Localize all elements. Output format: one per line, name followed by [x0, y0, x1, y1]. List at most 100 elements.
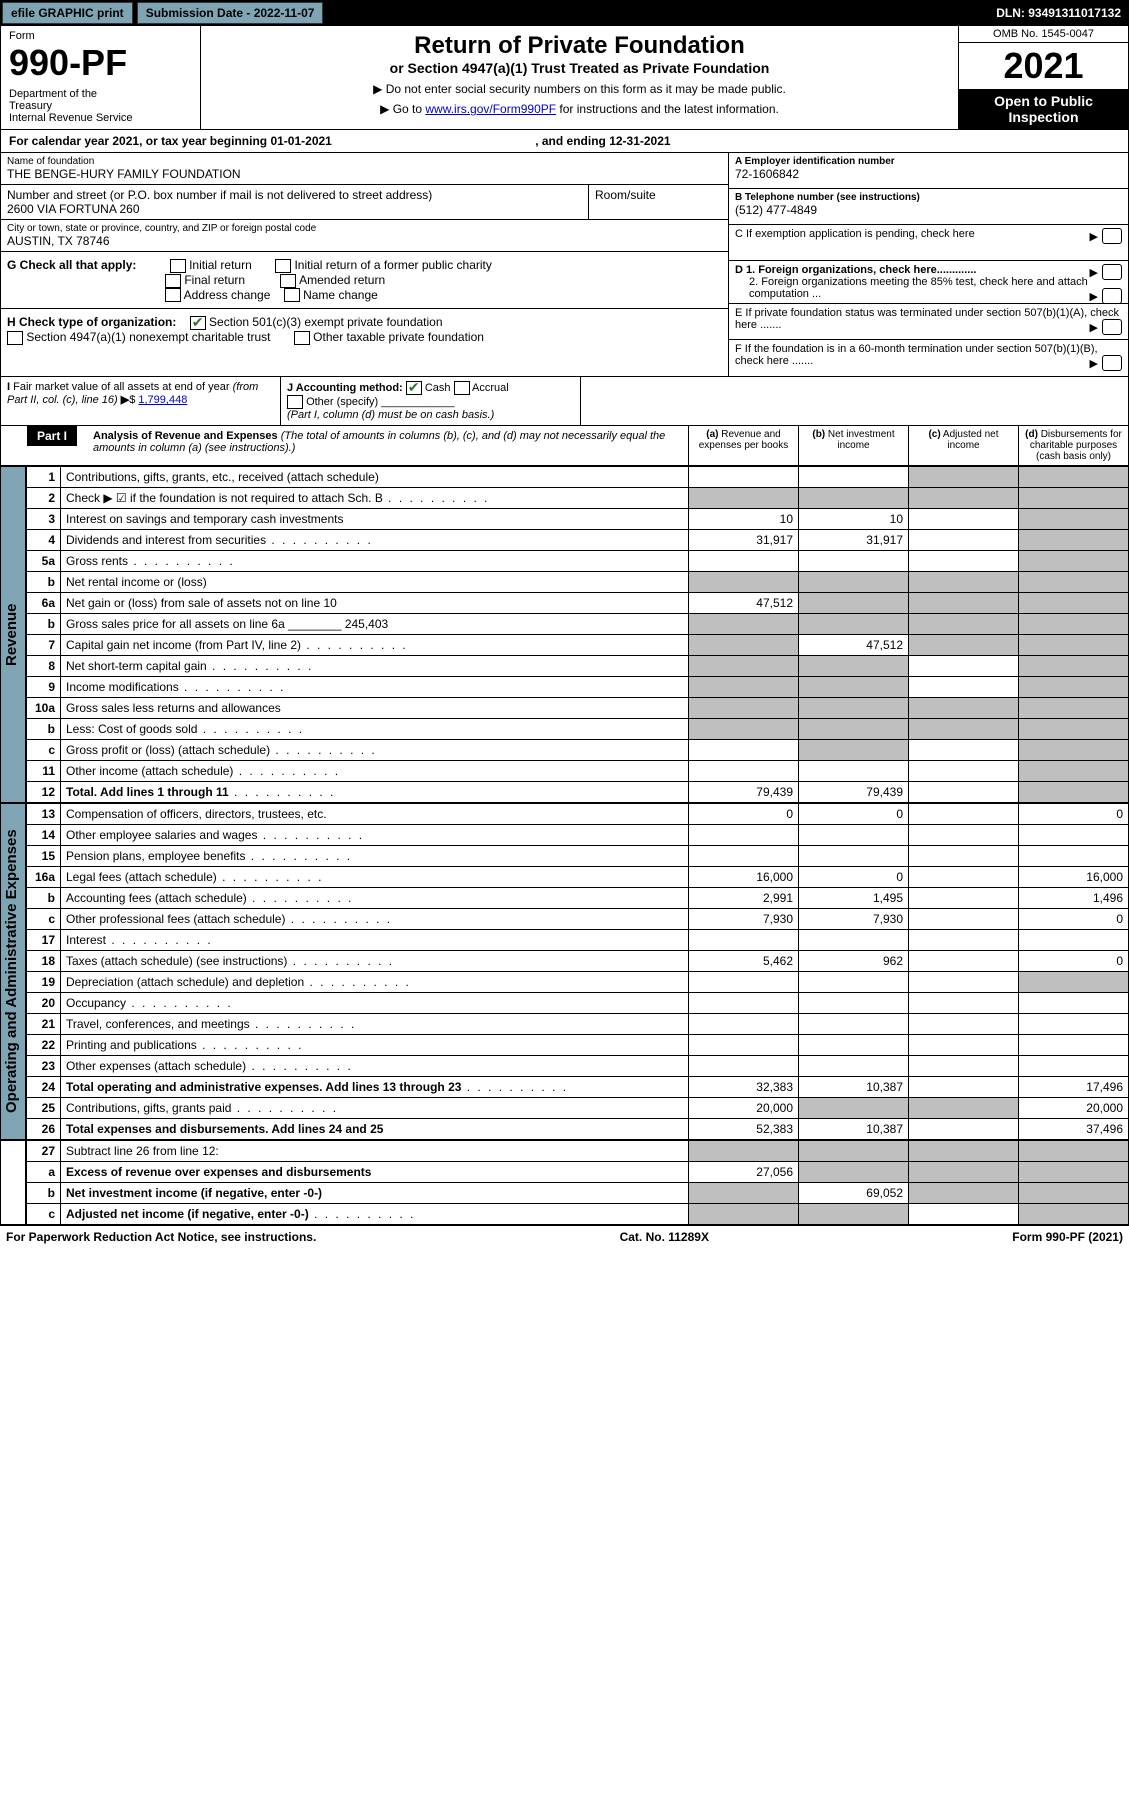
amount-cell [799, 572, 909, 593]
amended-return-checkbox[interactable] [280, 274, 296, 288]
dln-label: DLN: 93491311017132 [996, 6, 1127, 20]
table-row: bNet investment income (if negative, ent… [27, 1183, 1129, 1204]
col-a-head: (a) Revenue and expenses per books [688, 426, 798, 465]
name-change-checkbox[interactable] [284, 288, 300, 302]
amount-cell [1019, 825, 1129, 846]
goto-suffix: for instructions and the latest informat… [556, 102, 779, 116]
f-checkbox[interactable] [1102, 355, 1122, 371]
amount-cell: 5,462 [689, 951, 799, 972]
amount-cell [1019, 1141, 1129, 1162]
amount-cell: 79,439 [799, 782, 909, 803]
line-number: 2 [27, 488, 61, 509]
form-header: Form 990-PF Department of theTreasuryInt… [0, 26, 1129, 130]
address-change-checkbox[interactable] [165, 288, 181, 302]
d1-label: D 1. Foreign organizations, check here..… [735, 264, 976, 276]
e-cell: E If private foundation status was termi… [729, 304, 1128, 340]
line-number: 7 [27, 635, 61, 656]
amount-cell [909, 719, 1019, 740]
h-check-row: H Check type of organization: Section 50… [1, 309, 728, 351]
501c3-checkbox[interactable] [190, 316, 206, 330]
table-row: 7Capital gain net income (from Part IV, … [27, 635, 1129, 656]
amount-cell [689, 572, 799, 593]
submission-date-badge: Submission Date - 2022-11-07 [137, 2, 324, 24]
amount-cell [909, 1141, 1019, 1162]
phone-label: B Telephone number (see instructions) [735, 192, 920, 203]
4947a1-checkbox[interactable] [7, 331, 23, 345]
amount-cell [799, 761, 909, 782]
form-word: Form [9, 30, 192, 42]
amount-cell [689, 677, 799, 698]
calendar-year-row: For calendar year 2021, or tax year begi… [0, 130, 1129, 153]
opex-side-label: Operating and Administrative Expenses [0, 803, 26, 1140]
accrual-checkbox[interactable] [454, 381, 470, 395]
line-desc: Pension plans, employee benefits [61, 846, 689, 867]
fmv-link[interactable]: 1,799,448 [138, 394, 187, 406]
line-number: 18 [27, 951, 61, 972]
d1-checkbox[interactable] [1102, 264, 1122, 280]
amount-cell [1019, 530, 1129, 551]
final-return-checkbox[interactable] [165, 274, 181, 288]
ssn-note: ▶ Do not enter social security numbers o… [209, 82, 950, 96]
amount-cell: 962 [799, 951, 909, 972]
amount-cell [909, 1077, 1019, 1098]
table-row: aExcess of revenue over expenses and dis… [27, 1162, 1129, 1183]
c-checkbox[interactable] [1102, 228, 1122, 244]
line-number: 25 [27, 1098, 61, 1119]
amount-cell [909, 656, 1019, 677]
efile-print-button[interactable]: efile GRAPHIC print [2, 2, 133, 24]
table-row: 6aNet gain or (loss) from sale of assets… [27, 593, 1129, 614]
cash-checkbox[interactable] [406, 381, 422, 395]
line-number: 4 [27, 530, 61, 551]
amount-cell [799, 740, 909, 761]
line-desc: Taxes (attach schedule) (see instruction… [61, 951, 689, 972]
amount-cell: 52,383 [689, 1119, 799, 1140]
other-method-checkbox[interactable] [287, 395, 303, 409]
amount-cell: 47,512 [689, 593, 799, 614]
e-checkbox[interactable] [1102, 319, 1122, 335]
amount-cell [689, 635, 799, 656]
line-number: 6a [27, 593, 61, 614]
amount-cell [689, 656, 799, 677]
initial-return-checkbox[interactable] [170, 259, 186, 273]
amount-cell [799, 1204, 909, 1225]
amount-cell [689, 1035, 799, 1056]
amount-cell [1019, 1162, 1129, 1183]
amount-cell [909, 909, 1019, 930]
amount-cell [909, 677, 1019, 698]
g-opt-1: Initial return of a former public charit… [294, 258, 491, 272]
ein-cell: A Employer identification number 72-1606… [729, 153, 1128, 189]
amount-cell [799, 488, 909, 509]
h-opt-2: Section 4947(a)(1) nonexempt charitable … [26, 330, 270, 344]
col-d-head: (d) Disbursements for charitable purpose… [1018, 426, 1128, 465]
part1-title-cell: Analysis of Revenue and Expenses (The to… [87, 426, 688, 465]
line-desc: Excess of revenue over expenses and disb… [61, 1162, 689, 1183]
line-desc: Interest [61, 930, 689, 951]
ij-row: I Fair market value of all assets at end… [0, 377, 1129, 426]
e-label: E If private foundation status was termi… [735, 307, 1119, 331]
table-row: 5aGross rents [27, 551, 1129, 572]
table-row: 25Contributions, gifts, grants paid20,00… [27, 1098, 1129, 1119]
amount-cell [799, 719, 909, 740]
amount-cell [1019, 656, 1129, 677]
table-row: 17Interest [27, 930, 1129, 951]
table-row: cOther professional fees (attach schedul… [27, 909, 1129, 930]
part1-header-row: Part I Analysis of Revenue and Expenses … [0, 426, 1129, 466]
line-desc: Contributions, gifts, grants paid [61, 1098, 689, 1119]
revenue-table: 1Contributions, gifts, grants, etc., rec… [26, 466, 1129, 803]
irs-link[interactable]: www.irs.gov/Form990PF [425, 102, 556, 116]
table-row: 21Travel, conferences, and meetings [27, 1014, 1129, 1035]
amount-cell: 7,930 [689, 909, 799, 930]
amount-cell [1019, 846, 1129, 867]
line-desc: Dividends and interest from securities [61, 530, 689, 551]
line-number: 23 [27, 1056, 61, 1077]
efile-topbar: efile GRAPHIC print Submission Date - 20… [0, 0, 1129, 26]
table-row: 20Occupancy [27, 993, 1129, 1014]
line-number: b [27, 614, 61, 635]
table-row: bLess: Cost of goods sold [27, 719, 1129, 740]
line-number: 10a [27, 698, 61, 719]
other-taxable-checkbox[interactable] [294, 331, 310, 345]
amount-cell [909, 593, 1019, 614]
initial-return-public-checkbox[interactable] [275, 259, 291, 273]
d2-checkbox[interactable] [1102, 288, 1122, 304]
amount-cell: 0 [1019, 909, 1129, 930]
